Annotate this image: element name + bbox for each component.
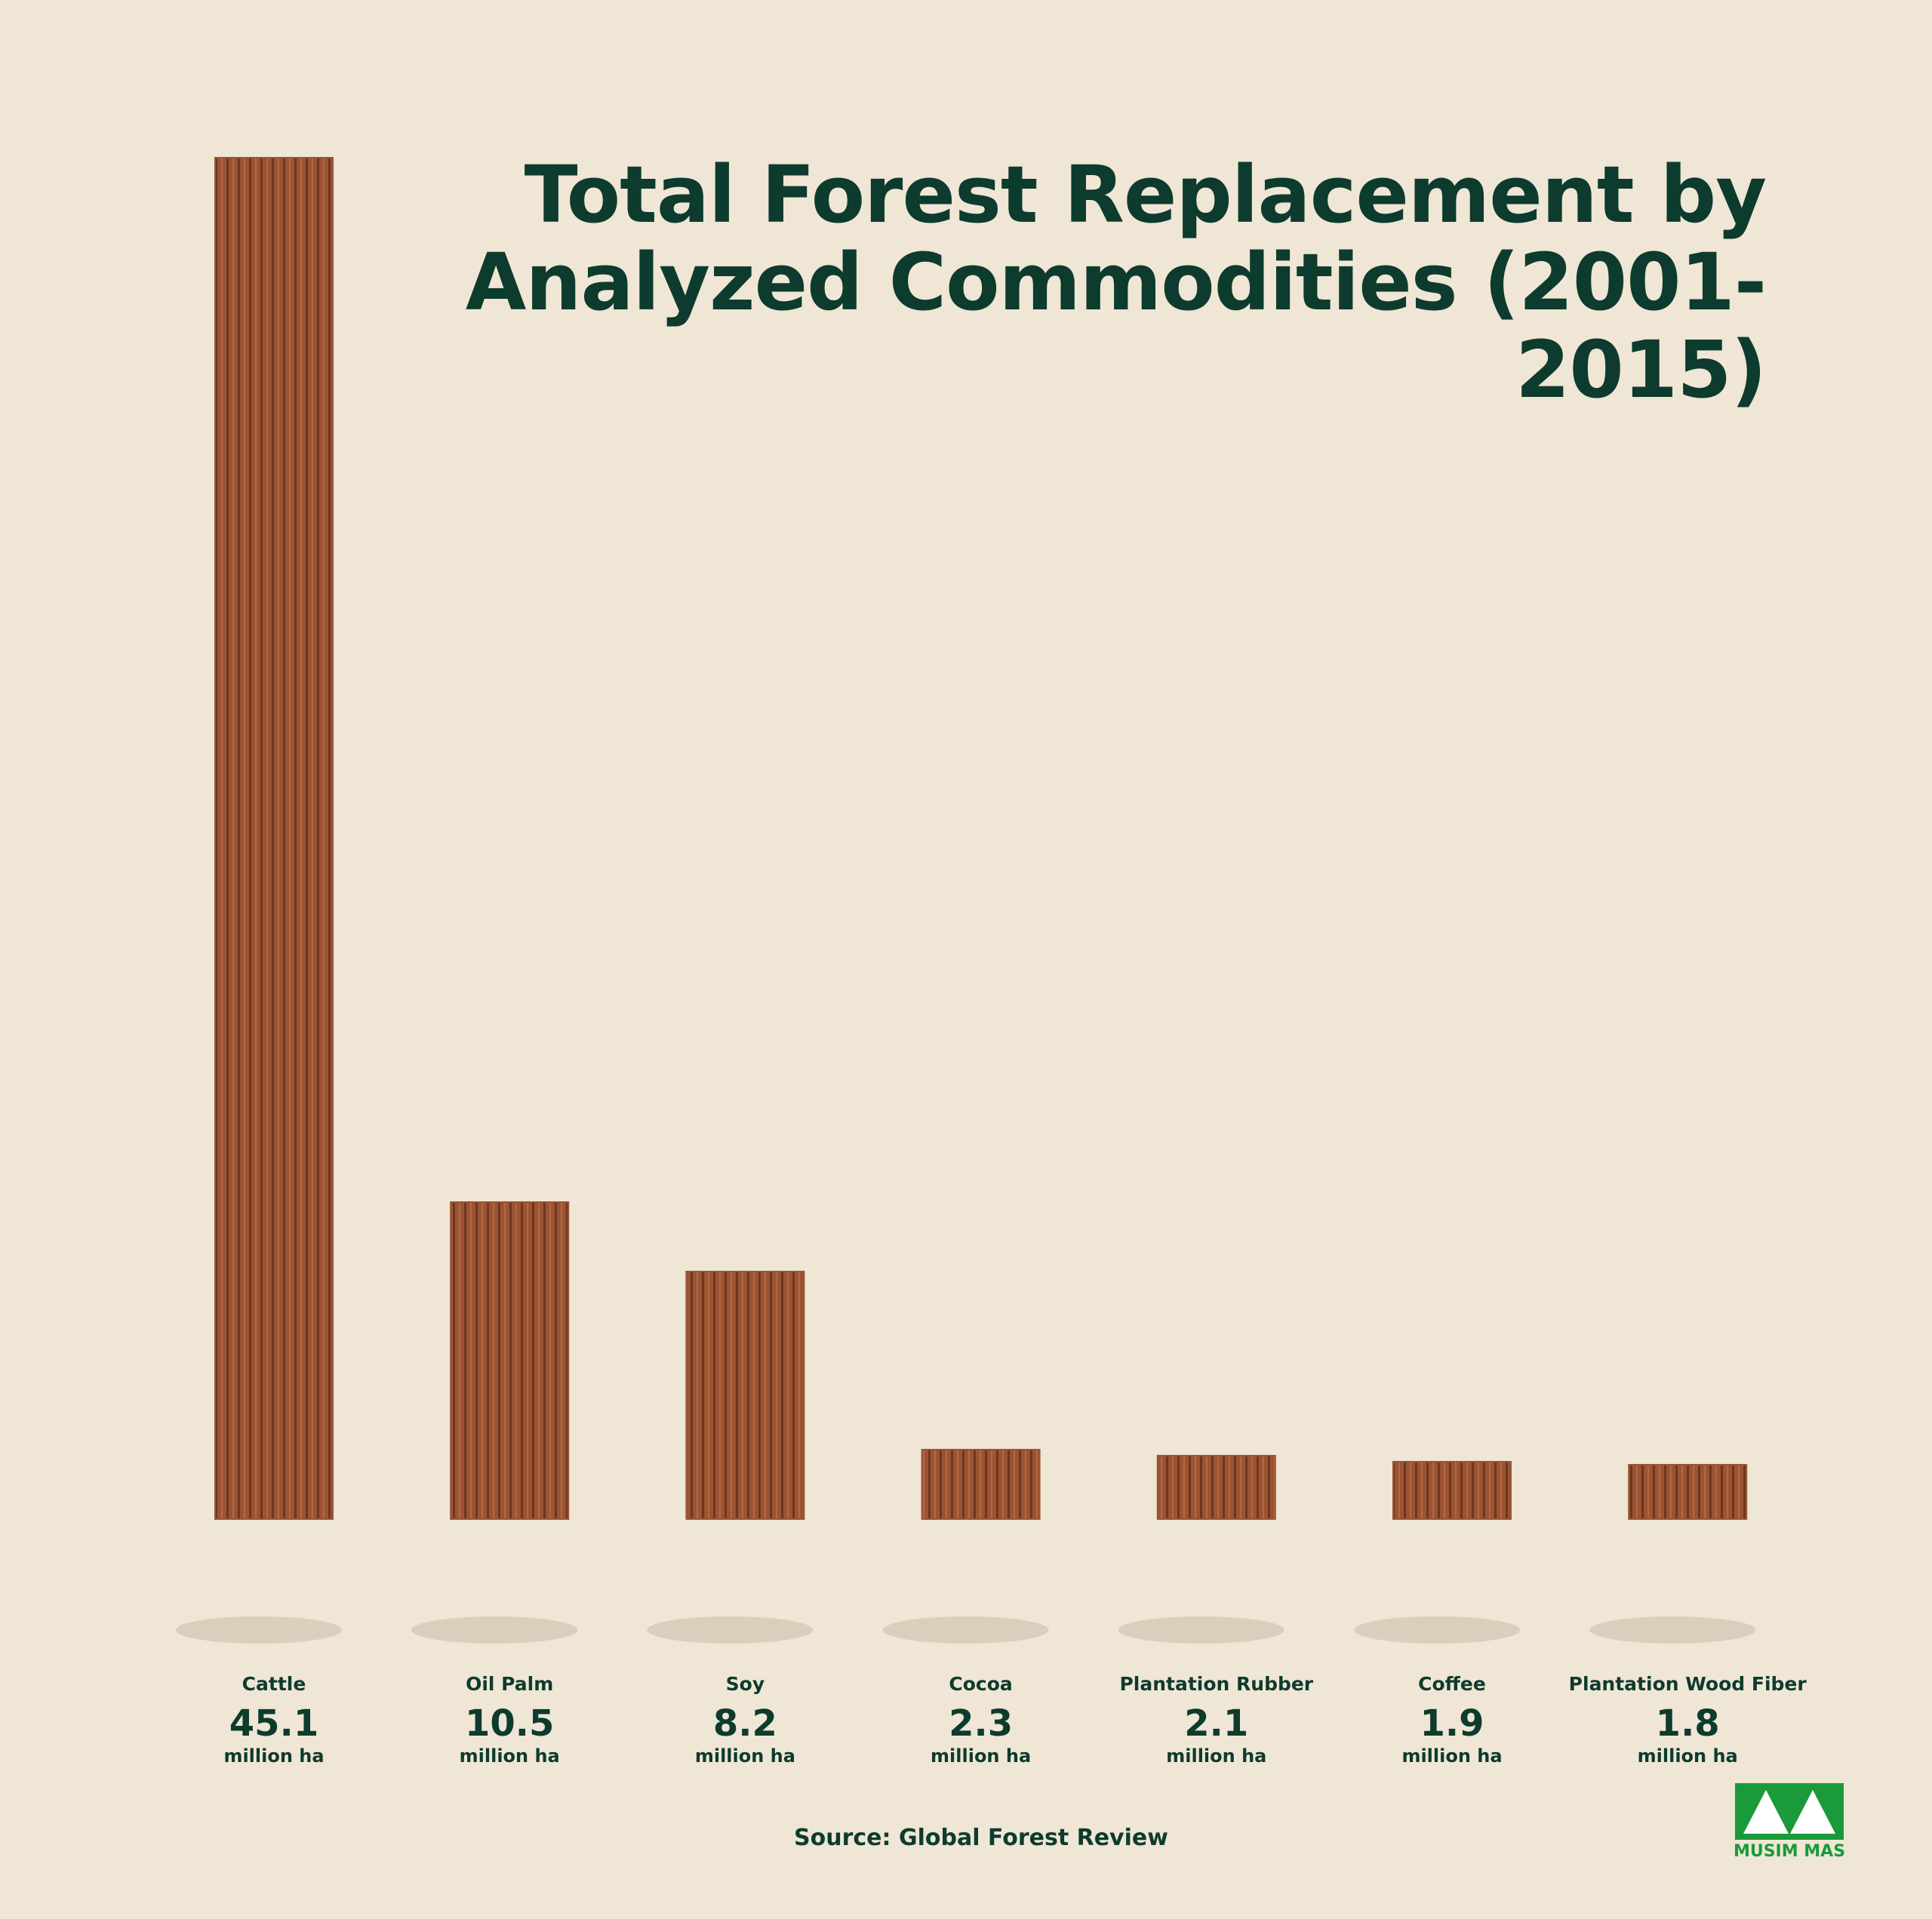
bar <box>921 1449 1041 1520</box>
category-label: Oil Palm <box>466 1673 553 1695</box>
bar <box>1156 1455 1276 1520</box>
category-label: Cocoa <box>949 1673 1012 1695</box>
value-label: 45.1 <box>229 1702 318 1745</box>
unit-label: million ha <box>223 1745 324 1767</box>
chart-title: Total Forest Replacement by Analyzed Com… <box>465 149 1767 416</box>
category-label: Soy <box>726 1673 764 1695</box>
icon-shadow <box>1354 1616 1520 1644</box>
logo-text: MUSIM MAS <box>1734 1842 1845 1861</box>
category-label: Coffee <box>1418 1673 1486 1695</box>
bar <box>685 1271 805 1520</box>
unit-label: million ha <box>931 1745 1031 1767</box>
icon-shadow <box>176 1616 342 1644</box>
bar <box>450 1201 570 1520</box>
value-label: 2.1 <box>1184 1702 1248 1745</box>
value-label: 2.3 <box>949 1702 1013 1745</box>
bar <box>1392 1461 1512 1520</box>
icon-shadow <box>1118 1616 1284 1644</box>
logo-shape <box>1743 1790 1835 1834</box>
unit-label: million ha <box>1166 1745 1266 1767</box>
bar <box>214 157 334 1520</box>
category-label: Cattle <box>242 1673 306 1695</box>
icon-shadow <box>647 1616 814 1644</box>
icon-shadow <box>411 1616 578 1644</box>
source: Source: Global Forest Review <box>794 1825 1168 1851</box>
category-label: Plantation Rubber <box>1119 1673 1313 1695</box>
category-label: Plantation Wood Fiber <box>1569 1673 1807 1695</box>
unit-label: million ha <box>695 1745 795 1767</box>
value-label: 8.2 <box>713 1702 777 1745</box>
value-label: 1.9 <box>1420 1702 1484 1745</box>
unit-label: million ha <box>1638 1745 1738 1767</box>
unit-label: million ha <box>460 1745 560 1767</box>
icon-shadow <box>882 1616 1049 1644</box>
icon-shadow <box>1589 1616 1756 1644</box>
unit-label: million ha <box>1401 1745 1502 1767</box>
logo: MUSIM MAS <box>1734 1783 1845 1861</box>
value-label: 10.5 <box>465 1702 554 1745</box>
bar <box>1628 1464 1748 1520</box>
value-label: 1.8 <box>1656 1702 1720 1745</box>
